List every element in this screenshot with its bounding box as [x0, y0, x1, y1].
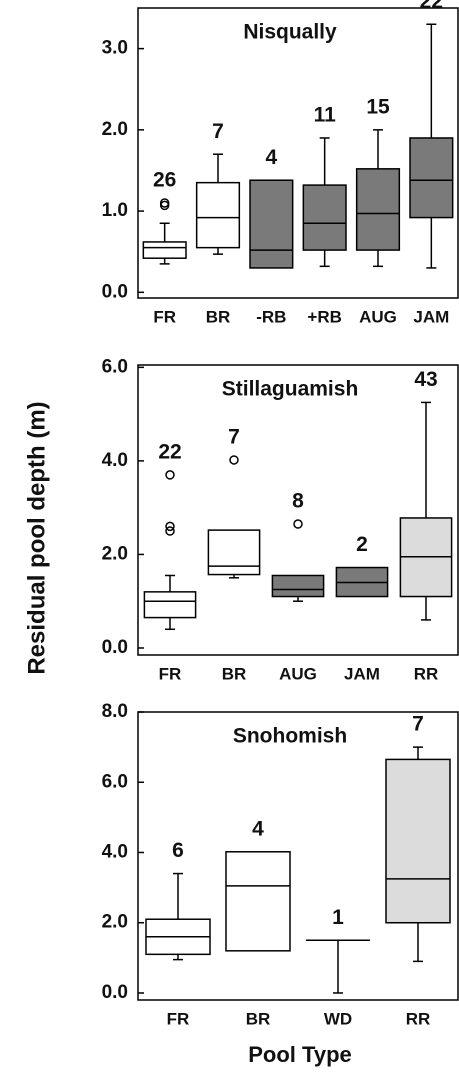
outlier: [293, 519, 303, 529]
box: [271, 574, 325, 598]
count-label: 2: [356, 533, 368, 556]
y-tick-label: 1.0: [102, 200, 128, 221]
plot-frame: [137, 364, 459, 656]
y-tick-label: 8.0: [102, 701, 128, 722]
box: [225, 851, 291, 952]
y-axis-label: Residual pool depth (m): [23, 401, 50, 674]
x-tick-label: BR: [206, 307, 231, 326]
box: [409, 137, 454, 219]
y-tick-label: 0.0: [102, 281, 128, 302]
x-tick-label: FR: [153, 307, 176, 326]
count-label: 7: [212, 120, 224, 143]
count-label: 22: [420, 0, 443, 13]
count-label: 4: [265, 146, 277, 169]
x-tick-label: +RB: [307, 307, 341, 326]
count-label: 26: [153, 169, 176, 192]
outlier: [165, 521, 175, 532]
x-tick-label: AUG: [359, 307, 397, 326]
y-tick-label: 2.0: [102, 119, 128, 140]
y-tick-label: 0.0: [102, 637, 128, 658]
panel-title: Stillaguamish: [222, 378, 359, 401]
y-tick-label: 0.0: [102, 982, 128, 1003]
count-label: 1: [332, 906, 344, 929]
y-tick-label: 2.0: [102, 912, 128, 933]
x-tick-label: JAM: [344, 664, 380, 683]
outlier: [165, 470, 175, 480]
y-tick-label: 6.0: [102, 356, 128, 377]
count-label: 8: [292, 490, 304, 513]
panel-title: Nisqually: [243, 21, 337, 44]
plot-frame: [137, 7, 459, 299]
outlier: [159, 198, 170, 208]
count-label: 7: [412, 713, 424, 736]
y-tick-label: 3.0: [102, 38, 128, 59]
count-label: 15: [366, 95, 390, 118]
y-tick-label: 4.0: [102, 842, 128, 863]
count-label: 43: [414, 368, 437, 391]
count-label: 22: [158, 440, 181, 463]
box: [207, 529, 261, 576]
x-tick-label: RR: [406, 1009, 431, 1028]
x-tick-label: JAM: [413, 307, 449, 326]
x-tick-label: FR: [159, 664, 182, 683]
box: [302, 184, 347, 251]
count-label: 6: [172, 839, 184, 862]
box: [355, 168, 401, 251]
y-tick-label: 6.0: [102, 771, 128, 792]
count-label: 7: [228, 425, 240, 448]
x-tick-label: BR: [222, 664, 247, 683]
plot-frame: [137, 711, 459, 1001]
box: [142, 241, 187, 259]
x-tick-label: AUG: [279, 664, 317, 683]
box: [385, 758, 451, 924]
box: [143, 591, 197, 619]
y-tick-label: 2.0: [102, 543, 128, 564]
x-tick-label: FR: [167, 1009, 190, 1028]
panel-title: Snohomish: [233, 725, 347, 748]
count-label: 4: [252, 817, 264, 840]
outlier: [229, 455, 239, 465]
outlier: [165, 526, 175, 536]
x-axis-label: Pool Type: [248, 1042, 352, 1067]
x-tick-label: -RB: [256, 307, 286, 326]
box: [249, 179, 294, 269]
y-tick-label: 4.0: [102, 450, 128, 471]
x-tick-label: RR: [414, 664, 439, 683]
box: [195, 181, 241, 249]
count-label: 11: [314, 104, 337, 127]
x-tick-label: WD: [324, 1009, 352, 1028]
x-tick-label: BR: [246, 1009, 271, 1028]
